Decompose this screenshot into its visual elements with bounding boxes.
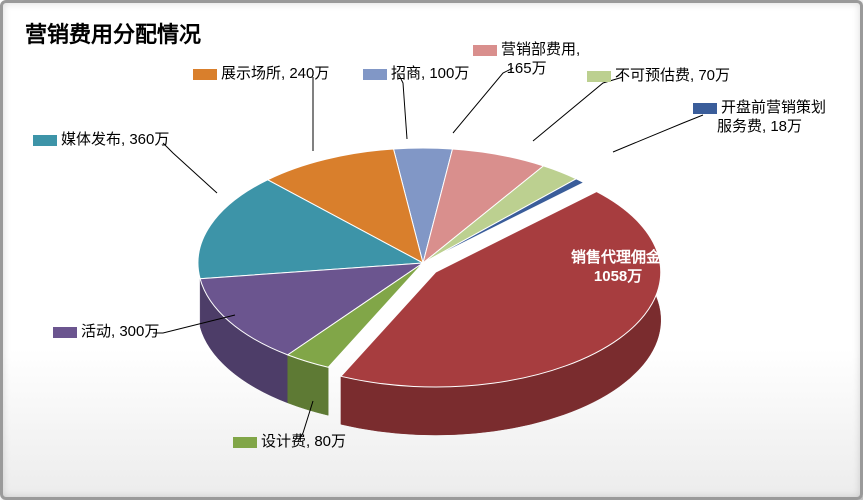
slice-label: 营销部费用,165万 [473,41,580,79]
slice-label: 设计费, 80万 [233,433,346,452]
slice-label: 活动, 300万 [53,323,159,342]
chart-frame: 营销费用分配情况 招商, 100万营销部费用,165万不可预估费, 70万开盘前… [0,0,863,500]
slice-label: 招商, 100万 [363,65,469,84]
slice-label: 开盘前营销策划服务费, 18万 [693,99,826,137]
slice-label: 销售代理佣金,1058万 [571,249,665,287]
slice-label: 展示场所, 240万 [193,65,329,84]
slice-label: 不可预估费, 70万 [587,67,730,86]
slice-label: 媒体发布, 360万 [33,131,169,150]
